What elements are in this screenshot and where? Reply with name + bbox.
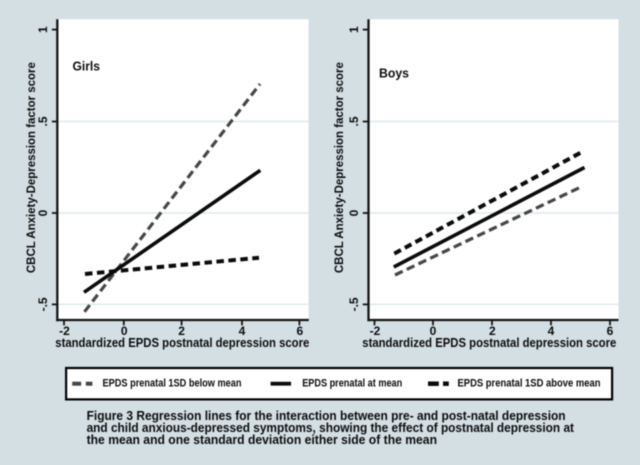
svg-text:2: 2 <box>489 324 496 338</box>
svg-text:-.5: -.5 <box>347 297 361 311</box>
svg-text:the mean and one standard devi: the mean and one standard deviation eith… <box>87 432 438 447</box>
svg-text:-.5: -.5 <box>36 297 50 311</box>
svg-text:4: 4 <box>239 324 246 338</box>
svg-text:0: 0 <box>430 324 437 338</box>
svg-text:1: 1 <box>36 26 50 33</box>
svg-text:CBCL Anxiety-Depression factor: CBCL Anxiety-Depression factor score <box>332 62 346 273</box>
svg-text:Figure 3 Regression lines for: Figure 3 Regression lines for the intera… <box>87 408 566 423</box>
svg-text:-2: -2 <box>370 324 381 338</box>
svg-text:EPDS prenatal 1SD below mean: EPDS prenatal 1SD below mean <box>103 377 242 389</box>
svg-text:6: 6 <box>296 324 303 338</box>
svg-text:standardized EPDS postnatal de: standardized EPDS postnatal depression s… <box>55 336 309 350</box>
svg-text:1: 1 <box>347 26 361 33</box>
svg-text:Girls: Girls <box>73 58 101 73</box>
svg-text:.5: .5 <box>36 116 50 126</box>
svg-text:CBCL Anxiety-Depression factor: CBCL Anxiety-Depression factor score <box>24 62 38 273</box>
svg-text:0: 0 <box>121 324 128 338</box>
svg-text:EPDS prenatal at mean: EPDS prenatal at mean <box>302 377 402 389</box>
svg-text:6: 6 <box>607 324 614 338</box>
svg-text:Boys: Boys <box>379 65 409 80</box>
svg-text:standardized EPDS postnatal de: standardized EPDS postnatal depression s… <box>362 336 616 350</box>
svg-text:2: 2 <box>178 324 185 338</box>
svg-text:.5: .5 <box>347 116 361 126</box>
svg-text:0: 0 <box>36 209 50 216</box>
svg-text:0: 0 <box>347 209 361 216</box>
svg-text:EPDS prenatal 1SD above mean: EPDS prenatal 1SD above mean <box>458 377 601 389</box>
svg-text:and child anxious-depressed sy: and child anxious-depressed symptoms, sh… <box>87 420 575 435</box>
svg-text:4: 4 <box>548 324 555 338</box>
svg-text:-2: -2 <box>59 324 70 338</box>
